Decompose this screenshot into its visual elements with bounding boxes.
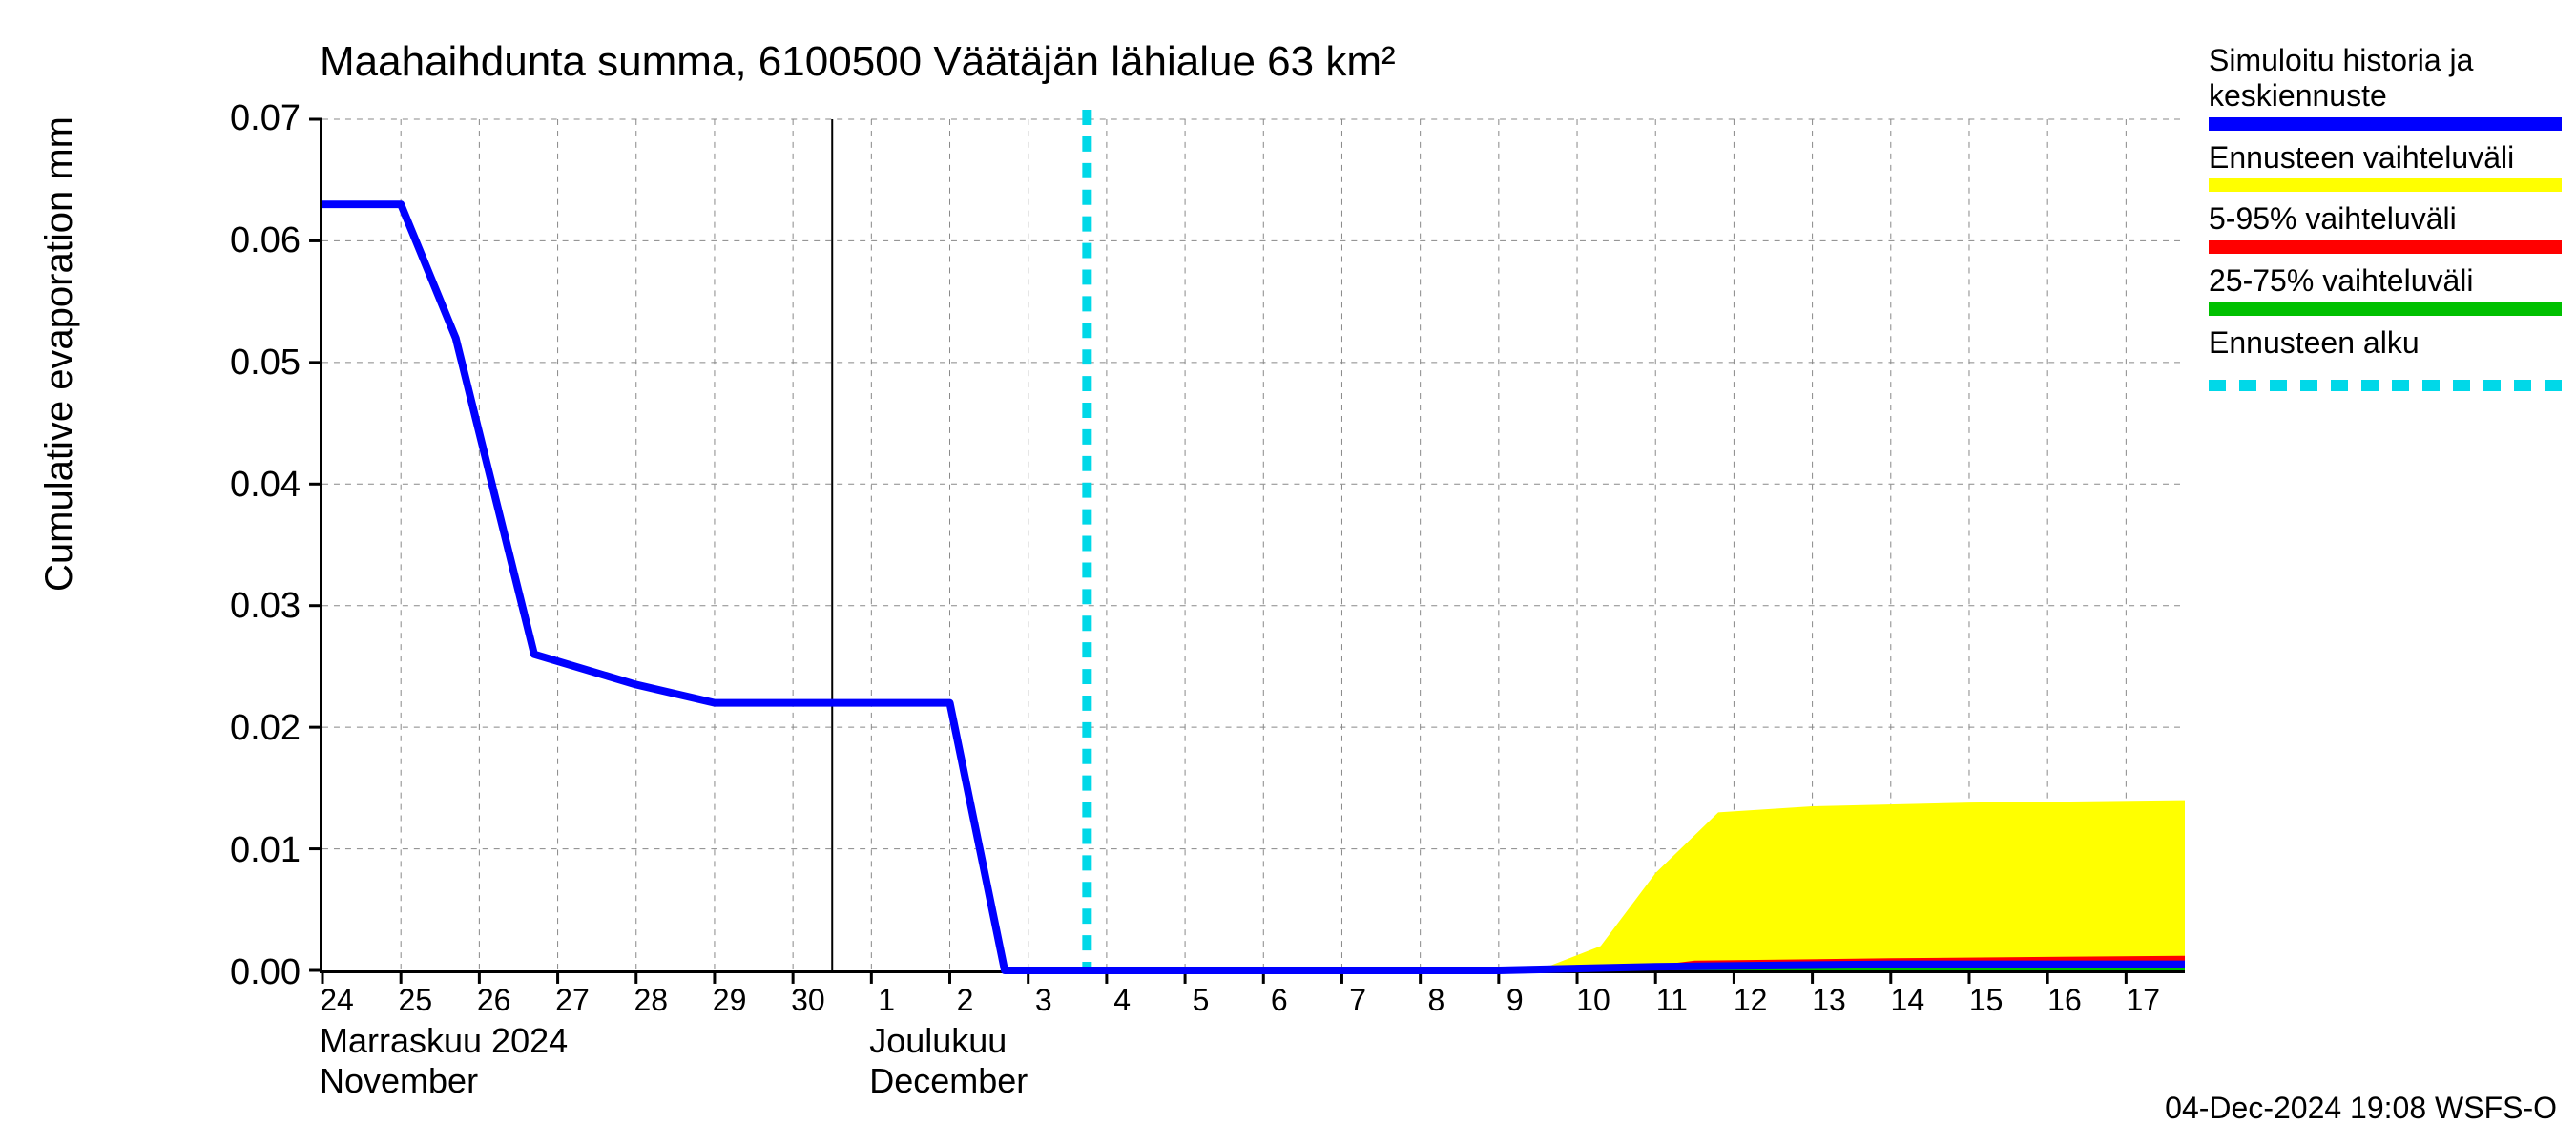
x-tick-label: 12 <box>1734 983 1768 1018</box>
x-tick-label: 25 <box>399 983 433 1018</box>
chart-container: Maahaihdunta summa, 6100500 Väätäjän läh… <box>0 0 2576 1145</box>
legend-item: Ennusteen alku <box>2209 325 2566 400</box>
x-tick-label: 11 <box>1656 983 1688 1018</box>
plot-area <box>320 119 2185 973</box>
x-tick-label: 1 <box>878 983 895 1018</box>
x-tick-label: 30 <box>791 983 825 1018</box>
y-tick-label: 0.07 <box>157 98 301 139</box>
x-tick-label: 29 <box>713 983 747 1018</box>
x-tick-label: 28 <box>634 983 668 1018</box>
legend: Simuloitu historia ja keskiennuste Ennust… <box>2209 43 2566 409</box>
legend-label: Simuloitu historia ja keskiennuste <box>2209 43 2566 114</box>
y-axis-label: Cumulative evaporation mm <box>38 116 81 592</box>
legend-swatch <box>2209 117 2562 131</box>
x-tick-label: 17 <box>2126 983 2160 1018</box>
x-tick-label: 2 <box>957 983 974 1018</box>
y-tick-label: 0.03 <box>157 586 301 627</box>
legend-item: 5-95% vaihteluväli <box>2209 201 2566 254</box>
x-tick-label: 6 <box>1271 983 1288 1018</box>
legend-swatch <box>2209 240 2562 254</box>
legend-item: Simuloitu historia ja keskiennuste <box>2209 43 2566 131</box>
x-month-label-bottom: December <box>869 1061 1028 1101</box>
x-tick-label: 16 <box>2047 983 2082 1018</box>
x-month-label-top: Marraskuu 2024 <box>320 1021 568 1061</box>
x-tick-label: 8 <box>1428 983 1445 1018</box>
x-tick-label: 15 <box>1969 983 2004 1018</box>
y-tick-label: 0.04 <box>157 465 301 506</box>
y-tick-label: 0.02 <box>157 708 301 749</box>
plot-svg <box>322 119 2185 970</box>
x-tick-label: 4 <box>1113 983 1131 1018</box>
legend-label: Ennusteen alku <box>2209 325 2566 361</box>
x-month-label-top: Joulukuu <box>869 1021 1007 1061</box>
legend-swatch <box>2209 364 2562 400</box>
x-month-label-bottom: November <box>320 1061 478 1101</box>
legend-label: 5-95% vaihteluväli <box>2209 201 2566 237</box>
y-tick-label: 0.00 <box>157 952 301 993</box>
x-tick-label: 14 <box>1891 983 1925 1018</box>
x-tick-label: 24 <box>320 983 354 1018</box>
x-tick-label: 10 <box>1576 983 1610 1018</box>
legend-label: 25-75% vaihteluväli <box>2209 263 2566 299</box>
y-tick-label: 0.01 <box>157 830 301 871</box>
y-tick-label: 0.06 <box>157 220 301 261</box>
x-tick-label: 3 <box>1035 983 1052 1018</box>
x-tick-label: 13 <box>1812 983 1846 1018</box>
x-tick-label: 5 <box>1193 983 1210 1018</box>
legend-swatch <box>2209 178 2562 192</box>
x-tick-label: 26 <box>477 983 511 1018</box>
x-tick-label: 27 <box>555 983 590 1018</box>
x-tick-label: 9 <box>1506 983 1524 1018</box>
legend-item: Ennusteen vaihteluväli <box>2209 140 2566 193</box>
y-tick-label: 0.05 <box>157 343 301 384</box>
legend-item: 25-75% vaihteluväli <box>2209 263 2566 316</box>
chart-title: Maahaihdunta summa, 6100500 Väätäjän läh… <box>320 38 1396 86</box>
legend-label: Ennusteen vaihteluväli <box>2209 140 2566 176</box>
x-tick-label: 7 <box>1349 983 1366 1018</box>
legend-swatch <box>2209 302 2562 316</box>
timestamp-label: 04-Dec-2024 19:08 WSFS-O <box>2165 1091 2557 1126</box>
